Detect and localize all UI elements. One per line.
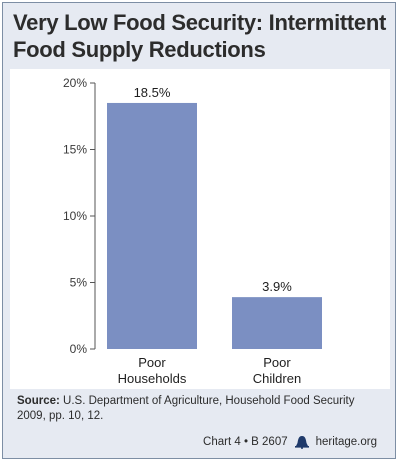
- site-link[interactable]: heritage.org: [315, 436, 377, 448]
- liberty-bell-icon: [294, 436, 309, 449]
- plot-panel: 0% 5% 10% 15% 20% 18.5% Poor Households 3.9% Poor…: [10, 69, 390, 389]
- category-label: Poor Households: [118, 355, 187, 386]
- y-tick-label: 15%: [63, 143, 87, 157]
- chart-frame: Very Low Food Security: Intermittent Foo…: [2, 2, 396, 459]
- source-lead: Source:: [17, 395, 60, 407]
- footer: Chart 4 • B 2607 heritage.org: [203, 435, 377, 449]
- y-tick-label: 10%: [63, 209, 87, 223]
- category-label: Poor Children: [253, 355, 301, 386]
- chart-id: Chart 4 • B 2607: [203, 436, 288, 448]
- category-label-line: Children: [253, 371, 301, 386]
- bar-value-label: 3.9%: [262, 279, 292, 294]
- category-label-line: Poor: [263, 355, 291, 370]
- y-tick-label: 0%: [70, 342, 88, 356]
- bar-value-label: 18.5%: [134, 85, 171, 100]
- bar: [232, 297, 322, 349]
- bar: [107, 102, 197, 349]
- source-text: U.S. Department of Agriculture, Househol…: [17, 395, 355, 422]
- y-tick-label: 5%: [70, 276, 88, 290]
- y-tick-label: 20%: [63, 76, 87, 90]
- bar-chart: 0%5%10%15%20%18.5%Poor Households3.9%Poor…: [63, 76, 322, 386]
- source-note: Source: U.S. Department of Agriculture, …: [17, 394, 383, 424]
- category-label-line: Households: [118, 371, 187, 386]
- chart-title: Very Low Food Security: Intermittent Foo…: [13, 10, 387, 62]
- category-label-line: Poor: [138, 355, 166, 370]
